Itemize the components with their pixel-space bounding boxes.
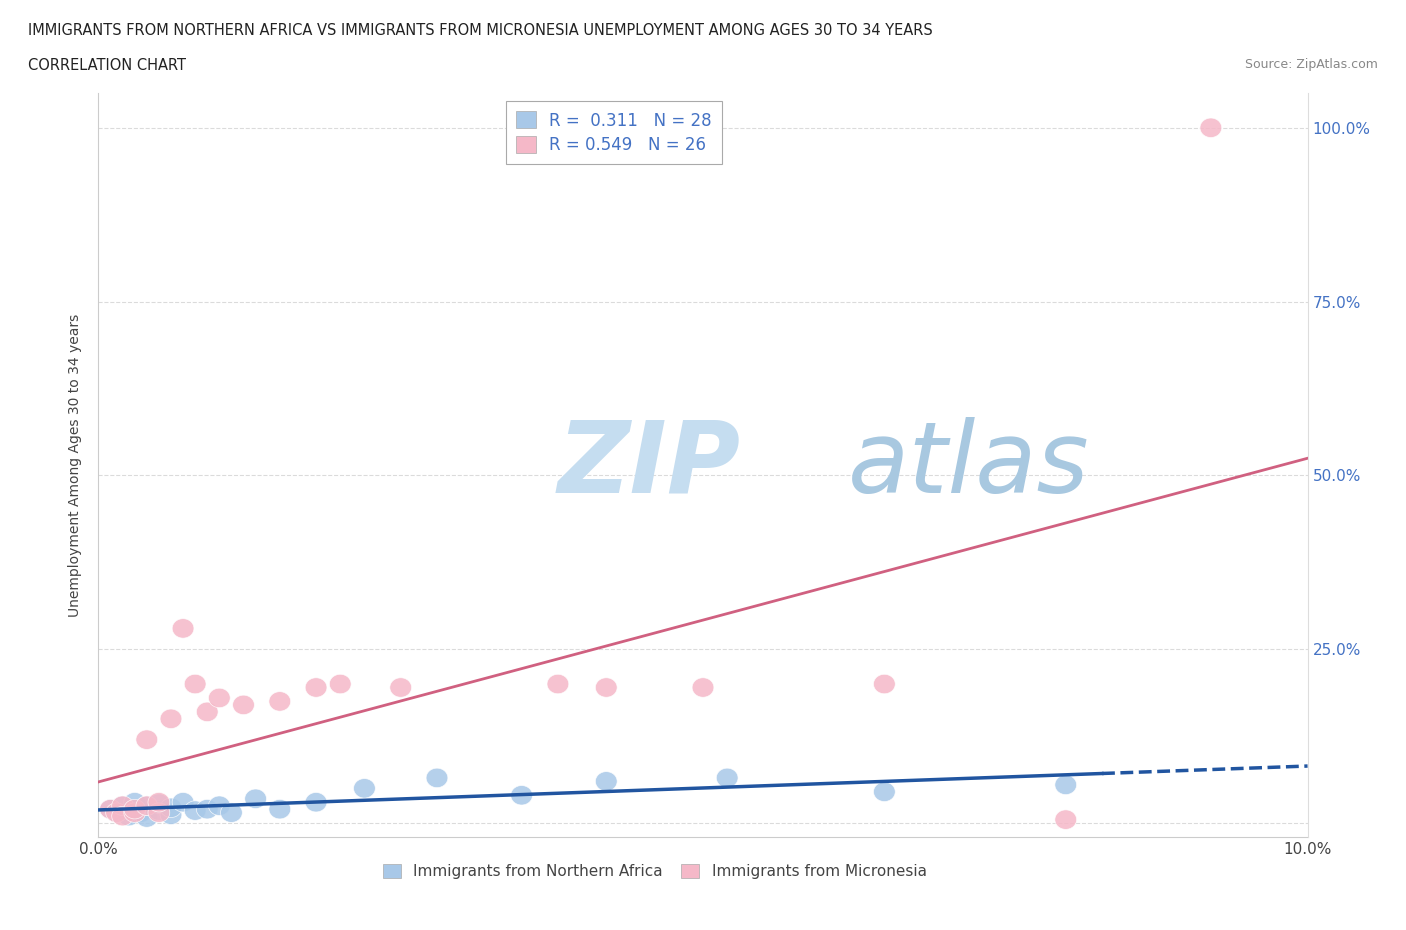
Ellipse shape <box>136 796 157 816</box>
Ellipse shape <box>1054 810 1077 830</box>
Ellipse shape <box>595 678 617 698</box>
Ellipse shape <box>269 800 291 819</box>
Ellipse shape <box>329 674 352 694</box>
Ellipse shape <box>148 801 170 820</box>
Ellipse shape <box>547 674 569 694</box>
Ellipse shape <box>510 786 533 805</box>
Ellipse shape <box>716 768 738 788</box>
Ellipse shape <box>197 702 218 722</box>
Ellipse shape <box>245 789 267 808</box>
Ellipse shape <box>148 803 170 822</box>
Ellipse shape <box>118 806 139 826</box>
Ellipse shape <box>129 803 152 822</box>
Ellipse shape <box>136 808 157 828</box>
Ellipse shape <box>124 800 146 819</box>
Ellipse shape <box>111 796 134 816</box>
Ellipse shape <box>124 800 146 819</box>
Ellipse shape <box>111 806 134 826</box>
Ellipse shape <box>232 695 254 714</box>
Text: IMMIGRANTS FROM NORTHERN AFRICA VS IMMIGRANTS FROM MICRONESIA UNEMPLOYMENT AMONG: IMMIGRANTS FROM NORTHERN AFRICA VS IMMIG… <box>28 23 932 38</box>
Ellipse shape <box>1054 775 1077 794</box>
Ellipse shape <box>184 674 207 694</box>
Ellipse shape <box>148 794 170 814</box>
Ellipse shape <box>124 792 146 812</box>
Ellipse shape <box>353 778 375 798</box>
Ellipse shape <box>305 678 328 698</box>
Text: Source: ZipAtlas.com: Source: ZipAtlas.com <box>1244 58 1378 71</box>
Ellipse shape <box>269 692 291 711</box>
Ellipse shape <box>160 798 181 817</box>
Ellipse shape <box>184 801 207 820</box>
Ellipse shape <box>208 796 231 816</box>
Ellipse shape <box>197 800 218 819</box>
Text: atlas: atlas <box>848 417 1090 513</box>
Ellipse shape <box>105 803 128 822</box>
Ellipse shape <box>208 688 231 708</box>
Ellipse shape <box>111 796 134 816</box>
Ellipse shape <box>692 678 714 698</box>
Text: ZIP: ZIP <box>558 417 741 513</box>
Ellipse shape <box>160 805 181 825</box>
Ellipse shape <box>873 782 896 802</box>
Ellipse shape <box>873 674 896 694</box>
Ellipse shape <box>100 800 121 819</box>
Ellipse shape <box>221 803 242 822</box>
Ellipse shape <box>136 730 157 750</box>
Text: CORRELATION CHART: CORRELATION CHART <box>28 58 186 73</box>
Ellipse shape <box>595 772 617 791</box>
Ellipse shape <box>305 792 328 812</box>
Ellipse shape <box>100 800 121 819</box>
Ellipse shape <box>105 803 128 822</box>
Ellipse shape <box>160 709 181 728</box>
Ellipse shape <box>389 678 412 698</box>
Ellipse shape <box>136 796 157 816</box>
Ellipse shape <box>124 803 146 822</box>
Ellipse shape <box>172 792 194 812</box>
Ellipse shape <box>1199 118 1222 138</box>
Ellipse shape <box>426 768 449 788</box>
Y-axis label: Unemployment Among Ages 30 to 34 years: Unemployment Among Ages 30 to 34 years <box>69 313 83 617</box>
Legend: Immigrants from Northern Africa, Immigrants from Micronesia: Immigrants from Northern Africa, Immigra… <box>377 857 932 885</box>
Ellipse shape <box>172 618 194 638</box>
Ellipse shape <box>148 792 170 812</box>
